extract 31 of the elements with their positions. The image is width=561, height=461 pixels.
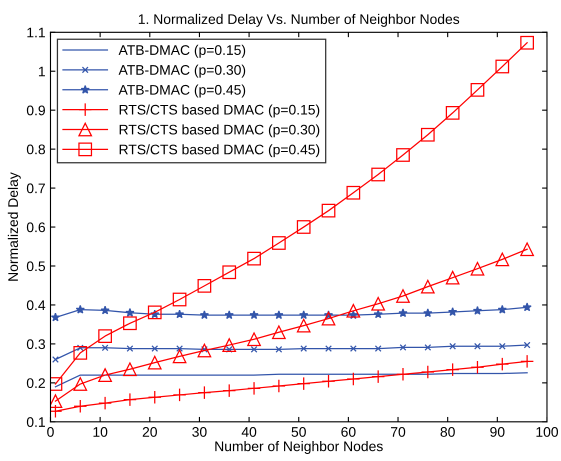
x-tick-label: 30: [192, 427, 207, 437]
x-tick-label: 0: [47, 427, 54, 437]
x-axis-title: Number of Neighbor Nodes: [215, 441, 383, 454]
legend-label: ATB-DMAC (p=0.30): [118, 64, 246, 78]
legend-label: ATB-DMAC (p=0.15): [118, 44, 246, 58]
legend-label: RTS/CTS based DMAC (p=0.15): [120, 104, 320, 118]
legend-label: RTS/CTS based DMAC (p=0.45): [120, 144, 320, 158]
x-tick-label: 60: [341, 427, 356, 437]
y-axis-title: Normalized Delay: [8, 172, 21, 281]
chart-title: 1. Normalized Delay Vs. Number of Neighbor Nodes: [138, 14, 460, 27]
x-tick-label: 20: [142, 427, 157, 437]
y-tick-label: 0.9: [26, 106, 45, 116]
y-tick-label: 0.6: [26, 222, 46, 232]
y-tick-label: 0.5: [26, 261, 46, 272]
y-tick-label: 0.1: [26, 417, 45, 427]
x-tick-label: 70: [391, 427, 406, 437]
x-tick-label: 100: [536, 427, 558, 437]
y-tick-label: 0.4: [26, 300, 46, 310]
x-tick-label: 50: [292, 427, 306, 437]
y-tick-label: 1: [38, 66, 45, 76]
y-tick-label: 1.1: [27, 28, 45, 38]
x-tick-label: 40: [242, 427, 256, 437]
legend-label: ATB-DMAC (p=0.45): [118, 84, 246, 98]
y-tick-label: 0.2: [26, 378, 45, 388]
y-tick-label: 0.7: [26, 183, 45, 194]
y-tick-label: 0.8: [26, 144, 46, 154]
legend-label: RTS/CTS based DMAC (p=0.30): [120, 124, 320, 138]
x-tick-label: 90: [490, 427, 505, 437]
x-tick-label: 80: [440, 427, 455, 437]
y-tick-label: 0.3: [26, 339, 46, 350]
x-tick-label: 10: [93, 427, 108, 437]
